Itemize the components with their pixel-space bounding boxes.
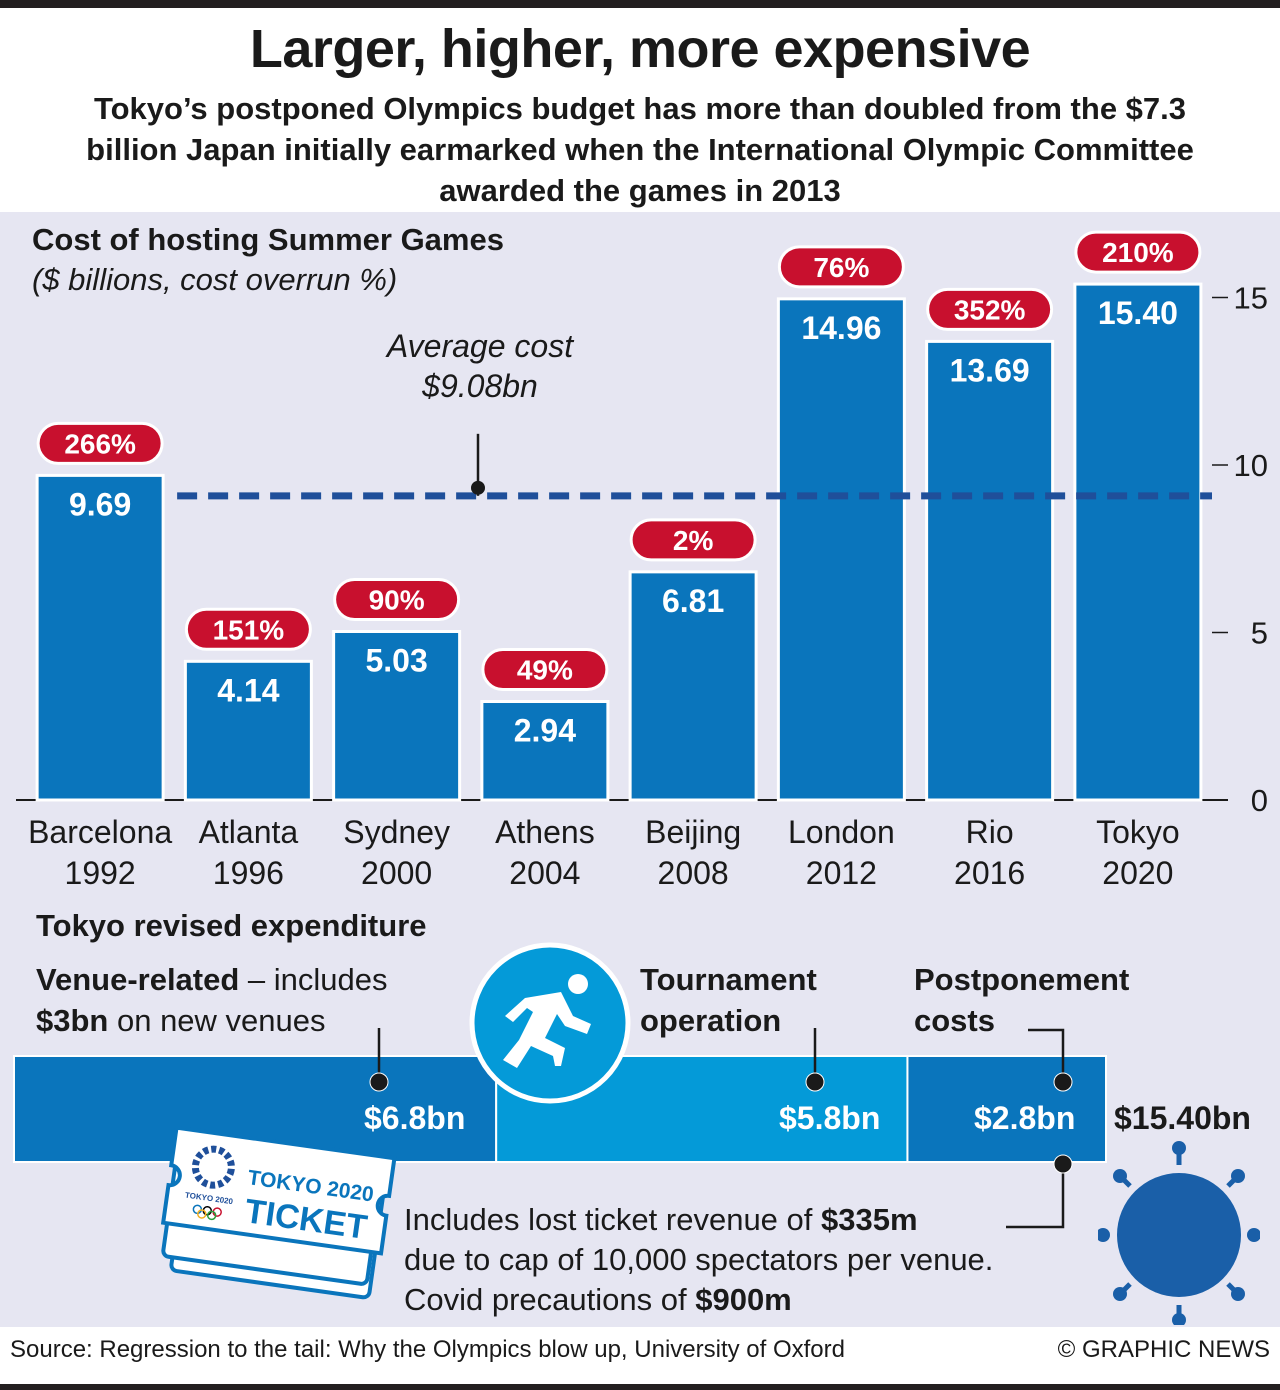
tournament-label: Tournament operation	[640, 959, 817, 1041]
coronavirus-icon	[1098, 1141, 1260, 1325]
bar-value-label: 6.81	[662, 583, 724, 619]
bar-value-label: 15.40	[1098, 295, 1178, 331]
x-category-year: 2016	[954, 855, 1025, 891]
venue-label-bold: Venue-related	[36, 962, 240, 997]
runner-icon	[469, 942, 631, 1104]
overrun-label: 2%	[673, 525, 714, 556]
postponement-label: Postponement costs	[914, 959, 1129, 1041]
bar-value-label: 5.03	[365, 642, 427, 678]
expenditure-segment	[906, 1055, 1107, 1163]
bar-value-label: 14.96	[801, 310, 881, 346]
x-category-year: 2004	[509, 855, 580, 891]
overrun-label: 266%	[64, 428, 136, 459]
overrun-badge	[36, 421, 164, 465]
page-subtitle: Tokyo’s postponed Olympics budget has mo…	[86, 91, 1194, 208]
overrun-badge	[1074, 230, 1202, 274]
overrun-badge	[926, 287, 1054, 331]
x-category-label: Rio	[966, 814, 1014, 850]
y-tick-label: 15	[1234, 281, 1268, 316]
leader-dot	[1053, 1154, 1073, 1174]
venue-label-text2: on new venues	[108, 1003, 326, 1038]
average-label: Average cost	[385, 328, 574, 364]
venue-label: Venue-related – includes $3bn on new ven…	[36, 959, 388, 1041]
x-category-label: Barcelona	[28, 814, 172, 850]
x-category-year: 2000	[361, 855, 432, 891]
bar-value-label: 13.69	[950, 352, 1030, 388]
leader-dot	[805, 1072, 825, 1092]
overrun-label: 210%	[1102, 237, 1174, 268]
bar	[628, 570, 758, 802]
x-category-label: Beijing	[645, 814, 741, 850]
chart-title: Cost of hosting Summer Games	[32, 222, 504, 257]
bar	[776, 297, 906, 802]
source-note: Source: Regression to the tail: Why the …	[10, 1336, 845, 1363]
bar	[1073, 282, 1203, 802]
leader-line	[1028, 1028, 1065, 1080]
overrun-label: 49%	[517, 655, 573, 686]
leader-dot	[1053, 1072, 1073, 1092]
top-rule	[0, 0, 1280, 8]
note-line1-bold: $335m	[821, 1202, 918, 1237]
x-category-label: Tokyo	[1096, 814, 1180, 850]
x-category-year: 2020	[1102, 855, 1173, 891]
tournament-label-line2: operation	[640, 1003, 782, 1038]
bar	[332, 629, 462, 802]
overrun-badge	[777, 245, 905, 289]
bar-value-label: 4.14	[217, 672, 279, 708]
page-title: Larger, higher, more expensive	[249, 19, 1031, 79]
x-category-year: 2008	[658, 855, 729, 891]
venue-label-amount: $3bn	[36, 1003, 109, 1038]
y-tick-label: 0	[1251, 783, 1268, 818]
bar	[480, 700, 610, 802]
tournament-value: $5.8bn	[779, 1100, 881, 1136]
y-tick-label: 10	[1234, 448, 1268, 483]
bottom-rule	[0, 1384, 1280, 1390]
postponement-label-line1: Postponement	[914, 962, 1130, 997]
x-category-label: Sydney	[343, 814, 450, 850]
bar-value-label: 2.94	[514, 713, 576, 749]
x-category-year: 1992	[65, 855, 136, 891]
tournament-label-line1: Tournament	[640, 962, 817, 997]
bar-value-label: 9.69	[69, 486, 131, 522]
credit-note: © GRAPHIC NEWS	[1057, 1336, 1270, 1363]
x-category-year: 2012	[806, 855, 877, 891]
overrun-badge	[629, 518, 757, 562]
footer	[0, 1327, 1280, 1390]
total-value: $15.40bn	[1114, 1100, 1251, 1136]
postponement-value: $2.8bn	[974, 1100, 1076, 1136]
note-line1-text: Includes lost ticket revenue of	[404, 1202, 822, 1237]
overrun-label: 151%	[213, 614, 285, 645]
bar	[35, 473, 165, 802]
note-line3-text: Covid precautions of	[404, 1282, 696, 1317]
bar	[925, 339, 1055, 802]
overrun-label: 352%	[954, 294, 1026, 325]
y-tick-label: 5	[1251, 616, 1268, 651]
venue-label-text: – includes	[239, 962, 388, 997]
average-label: $9.08bn	[421, 368, 538, 404]
overrun-badge	[481, 648, 609, 692]
postponement-note: Includes lost ticket revenue of $335m du…	[404, 1200, 993, 1320]
bar	[183, 659, 313, 802]
chart-subtitle: ($ billions, cost overrun %)	[32, 262, 397, 297]
average-callout-dot	[471, 480, 485, 495]
x-category-label: London	[788, 814, 895, 850]
leader-line	[1006, 1164, 1065, 1229]
overrun-label: 76%	[813, 252, 869, 283]
overrun-badge	[184, 607, 312, 651]
leader-dot	[369, 1072, 389, 1092]
venue-value: $6.8bn	[364, 1100, 466, 1136]
overrun-label: 90%	[369, 584, 425, 615]
postponement-label-line2: costs	[914, 1003, 995, 1038]
x-category-label: Athens	[495, 814, 595, 850]
ticket-icon: TOKYO 2020 TOKYO 2020 TICKET	[160, 1125, 397, 1300]
expenditure-title: Tokyo revised expenditure	[36, 908, 427, 943]
x-category-label: Atlanta	[199, 814, 299, 850]
overrun-badge	[333, 577, 461, 621]
note-line3-bold: $900m	[695, 1282, 792, 1317]
note-line2: due to cap of 10,000 spectators per venu…	[404, 1242, 994, 1277]
x-category-year: 1996	[213, 855, 284, 891]
